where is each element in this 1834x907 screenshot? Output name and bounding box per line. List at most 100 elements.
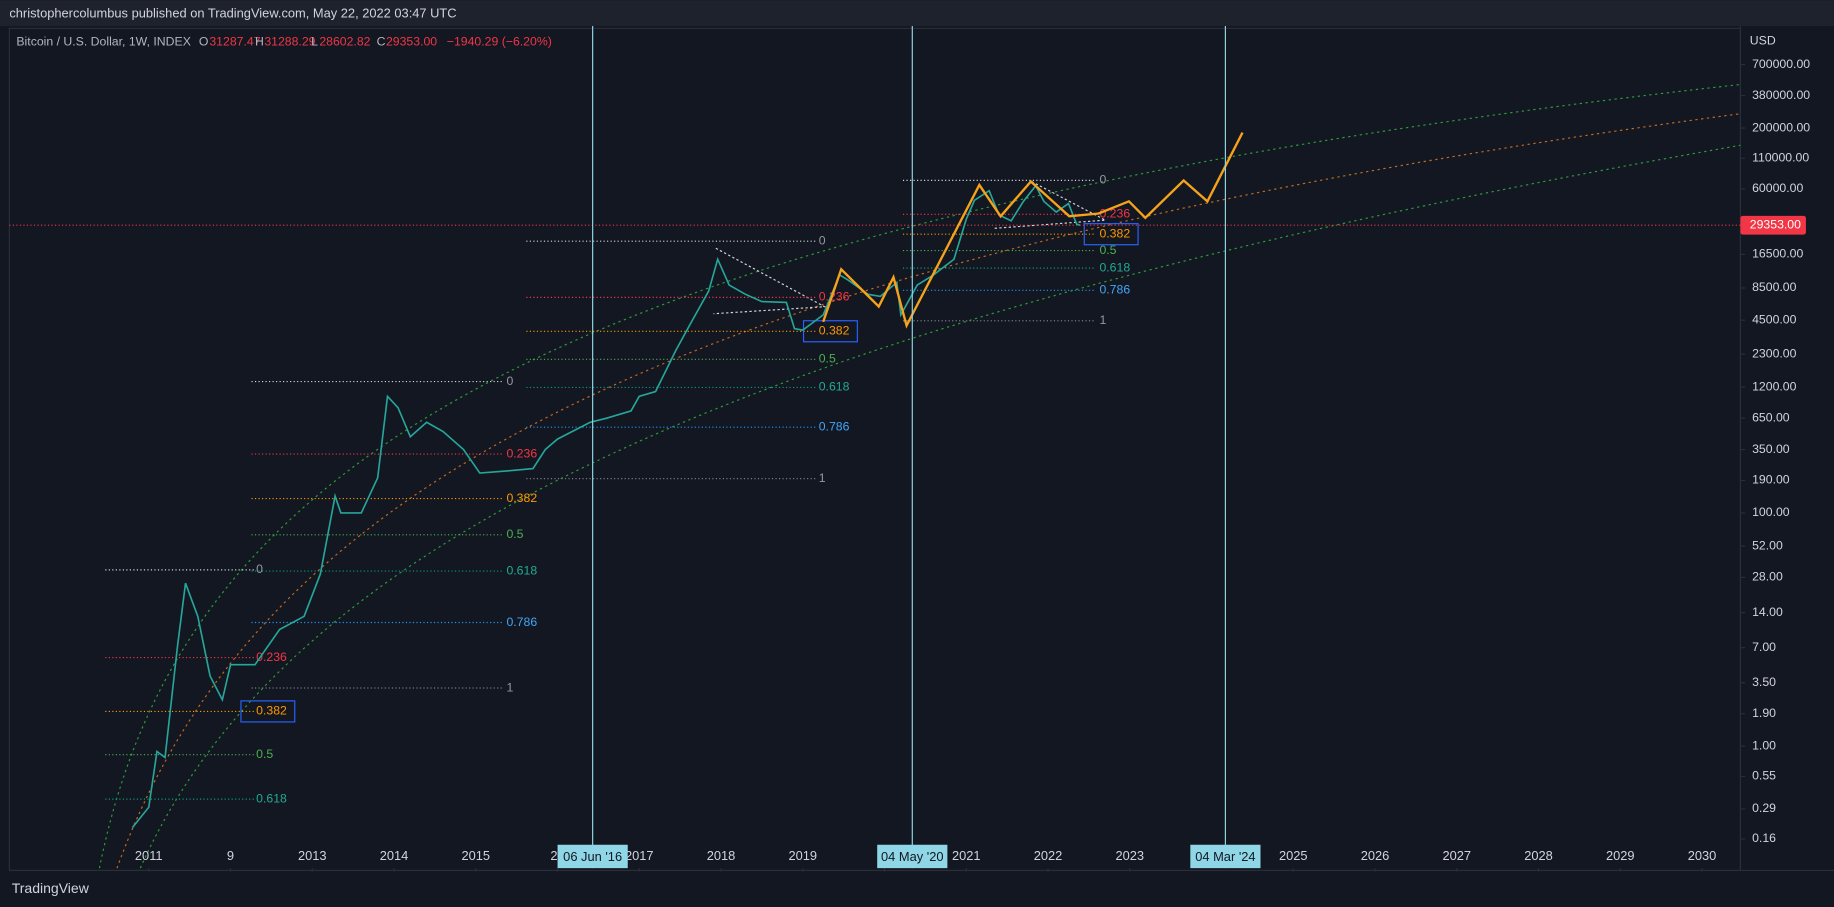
y-tick-label: 60000.00 — [1752, 181, 1803, 195]
legend-low: 28602.82 — [319, 35, 370, 49]
fib-level-label: 0.236 — [506, 446, 537, 460]
fib-level-label: 0.618 — [819, 380, 850, 394]
time-marker-box — [1190, 844, 1261, 869]
y-tick-label: 28.00 — [1752, 570, 1783, 584]
time-marker-label: 06 Jun '16 — [563, 849, 622, 864]
y-tick-label: 100.00 — [1752, 505, 1790, 519]
fib-level-label: 0.786 — [1099, 283, 1130, 297]
middle-curve — [116, 113, 1741, 869]
fib-level-label: 0.5 — [506, 527, 523, 541]
growth-curves — [98, 83, 1741, 869]
fib-level-label: 0.382 — [256, 704, 287, 718]
publisher: christophercolumbus published on Trading… — [9, 6, 456, 21]
x-tick-label: 2017 — [625, 848, 654, 863]
y-tick-label: 0.29 — [1752, 801, 1776, 815]
x-tick-label: 2023 — [1115, 848, 1144, 863]
legend-open: 31287.47 — [209, 35, 260, 49]
x-tick-label: 2015 — [461, 848, 490, 863]
y-unit: USD — [1750, 33, 1776, 47]
y-tick-label: 8500.00 — [1752, 280, 1797, 294]
time-marker-box — [877, 844, 948, 869]
fib-level-label: 0 — [819, 233, 826, 247]
last-price-label: 29353.00 — [1750, 217, 1801, 231]
x-tick-label: 2021 — [952, 848, 981, 863]
x-tick-label: 2030 — [1688, 848, 1717, 863]
y-tick-label: 190.00 — [1752, 473, 1790, 487]
fib-level-label: 0.236 — [1099, 207, 1130, 221]
y-tick-label: 3.50 — [1752, 675, 1776, 689]
x-tick-label: 2011 — [135, 848, 163, 863]
legend-title: Bitcoin / U.S. Dollar, 1W, INDEX — [16, 35, 191, 49]
x-tick-label: 2026 — [1361, 848, 1390, 863]
x-tick-label: 2019 — [788, 848, 817, 863]
fib-level-label: 0.382 — [819, 324, 850, 338]
fib-level-label: 0.5 — [256, 747, 273, 761]
fib-level-label: 1 — [819, 471, 826, 485]
legend-change: −1940.29 (−6.20%) — [447, 35, 552, 49]
fib-level-label: 0.5 — [819, 352, 836, 366]
fib-level-label: 0.618 — [256, 791, 287, 805]
y-tick-label: 1.00 — [1752, 738, 1776, 752]
y-tick-label: 52.00 — [1752, 538, 1783, 552]
legend-high: 31288.29 — [264, 35, 315, 49]
y-tick-label: 0.55 — [1752, 769, 1776, 783]
fib-level-label: 0.786 — [819, 419, 850, 433]
brand: TradingView — [12, 880, 90, 896]
x-tick-label: 2029 — [1606, 848, 1635, 863]
fib-level-label: 0.786 — [506, 615, 537, 629]
plot-layer: 700000.00 380000.00 200000.00 110000.00 6000… — [9, 25, 1810, 872]
y-tick-label: 200000.00 — [1752, 120, 1810, 134]
price-line — [131, 184, 1081, 829]
legend-open-label: O — [199, 35, 209, 49]
top-bar — [0, 0, 1834, 26]
fib-level-label: 0.382 — [1099, 226, 1130, 240]
y-tick-label: 16500.00 — [1752, 247, 1803, 261]
projection-line — [822, 132, 1244, 329]
triangles — [713, 181, 1108, 315]
fib-level-label: 0.618 — [506, 563, 537, 577]
triangle-2018 — [713, 247, 827, 315]
fib-level-label: 0 — [506, 374, 513, 388]
x-tick-label: 2025 — [1279, 848, 1308, 863]
legend-close: 29353.00 — [386, 35, 437, 49]
y-tick-label: 4500.00 — [1752, 312, 1797, 326]
y-tick-label: 7.00 — [1752, 640, 1776, 654]
fib-level-label: 0.236 — [819, 290, 850, 304]
y-tick-label: 14.00 — [1752, 605, 1783, 619]
fib-level-label: 0.382 — [506, 491, 537, 505]
x-tick-label: 2028 — [1524, 848, 1553, 863]
y-tick-label: 380000.00 — [1752, 88, 1810, 102]
fib-level-label: 1 — [506, 680, 513, 694]
fib-highlight-box — [802, 320, 858, 343]
fib-level-label: 0.618 — [1099, 260, 1130, 274]
last-price-box — [1740, 215, 1806, 235]
x-tick-label: 2027 — [1442, 848, 1471, 863]
y-tick-label: 350.00 — [1752, 442, 1790, 456]
fib-level-label: 1 — [1099, 313, 1106, 327]
y-tick-label: 700000.00 — [1752, 57, 1810, 71]
y-tick-label: 650.00 — [1752, 410, 1790, 424]
legend-close-label: C — [377, 35, 386, 49]
fib-level-label: 0.5 — [1099, 243, 1116, 257]
fib-highlight-box — [240, 700, 296, 723]
y-tick-label: 1200.00 — [1752, 379, 1797, 393]
time-marker-box — [557, 844, 628, 869]
time-marker-label: 04 Mar '24 — [1195, 849, 1255, 864]
y-tick-label: 0.16 — [1752, 831, 1776, 845]
fib-level-label: 0 — [1099, 173, 1106, 187]
x-tick-label: 9 — [227, 848, 234, 863]
x-tick-label: 2014 — [380, 848, 409, 863]
x-tick-label: 2018 — [707, 848, 736, 863]
fib-level-label: 0 — [256, 562, 263, 576]
y-tick-label: 1.90 — [1752, 706, 1776, 720]
time-marker-label: 04 May '20 — [881, 849, 944, 864]
x-tick-label: 2022 — [1034, 848, 1063, 863]
y-tick-label: 2300.00 — [1752, 346, 1797, 360]
y-tick-label: 110000.00 — [1752, 151, 1809, 165]
legend-low-label: L — [311, 35, 318, 49]
x-tick-label: 2013 — [298, 848, 327, 863]
legend-high-label: H — [255, 35, 264, 49]
